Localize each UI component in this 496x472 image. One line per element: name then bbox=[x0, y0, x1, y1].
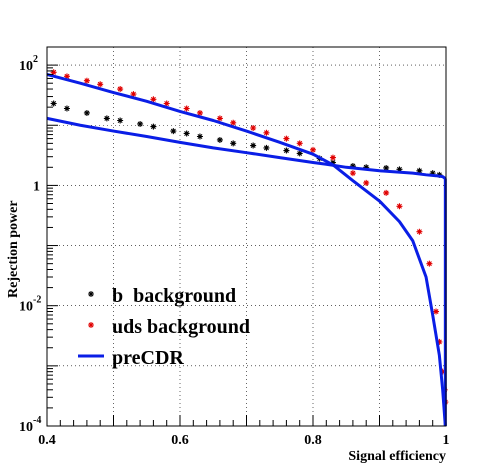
data-point-series-1 bbox=[97, 81, 104, 88]
y-tick-label: 10 bbox=[19, 59, 33, 74]
y-axis-title: Rejection power bbox=[6, 200, 21, 298]
data-point-series-1 bbox=[383, 189, 390, 196]
data-point-series-1 bbox=[63, 73, 70, 80]
y-tick-label-exponent: -4 bbox=[33, 415, 41, 426]
y-tick-label: 10 bbox=[19, 300, 33, 315]
x-tick-label: 0.6 bbox=[171, 433, 189, 448]
legend-label: preCDR bbox=[112, 347, 184, 369]
y-tick-label: 1 bbox=[33, 179, 40, 194]
legend-swatch-marker bbox=[88, 322, 94, 328]
data-point-series-1 bbox=[433, 308, 440, 315]
data-point-series-0 bbox=[170, 128, 177, 135]
data-point-series-1 bbox=[50, 69, 57, 76]
data-point-series-1 bbox=[150, 96, 157, 103]
data-point-series-0 bbox=[296, 150, 303, 157]
data-point-series-0 bbox=[137, 120, 144, 127]
y-tick-label-exponent: 2 bbox=[33, 54, 38, 65]
data-point-series-0 bbox=[183, 130, 190, 137]
data-point-series-0 bbox=[416, 167, 423, 174]
data-point-series-1 bbox=[436, 338, 443, 345]
data-point-series-0 bbox=[216, 136, 223, 143]
data-point-series-1 bbox=[130, 91, 137, 98]
data-point-series-1 bbox=[426, 260, 433, 267]
data-point-series-1 bbox=[230, 119, 237, 126]
data-point-series-0 bbox=[150, 123, 157, 130]
y-tick-label-exponent: -2 bbox=[33, 295, 41, 306]
data-point-series-1 bbox=[183, 105, 190, 112]
series-layer bbox=[46, 69, 449, 427]
data-point-series-1 bbox=[296, 140, 303, 147]
data-point-series-0 bbox=[263, 144, 270, 151]
series-line-2 bbox=[46, 116, 447, 180]
data-point-series-0 bbox=[117, 117, 124, 124]
legend-label: b background bbox=[112, 285, 236, 307]
data-point-series-0 bbox=[103, 115, 110, 122]
data-point-series-1 bbox=[196, 109, 203, 116]
data-point-series-1 bbox=[117, 86, 124, 93]
data-point-series-1 bbox=[310, 146, 316, 153]
data-point-series-0 bbox=[396, 166, 403, 173]
y-tick-label: 10 bbox=[19, 420, 33, 435]
data-point-series-0 bbox=[349, 163, 356, 170]
data-point-series-0 bbox=[63, 105, 70, 112]
data-point-series-0 bbox=[383, 164, 390, 171]
data-point-series-0 bbox=[329, 159, 336, 166]
x-axis-title: Signal efficiency bbox=[348, 449, 446, 464]
legend-label: uds background bbox=[112, 316, 250, 338]
data-point-series-0 bbox=[363, 164, 370, 171]
data-point-series-0 bbox=[283, 147, 290, 154]
data-point-series-1 bbox=[83, 77, 90, 84]
x-tick-label: 0.8 bbox=[304, 433, 322, 448]
series-line-3 bbox=[46, 72, 447, 427]
data-point-series-1 bbox=[216, 115, 223, 122]
data-point-series-0 bbox=[196, 133, 203, 140]
x-tick-label: 0.4 bbox=[38, 433, 56, 448]
data-point-series-1 bbox=[163, 100, 170, 107]
data-point-series-1 bbox=[349, 170, 356, 177]
data-point-series-1 bbox=[283, 135, 290, 142]
x-tick-label: 1 bbox=[443, 433, 450, 448]
data-point-series-0 bbox=[250, 142, 257, 149]
data-point-series-0 bbox=[230, 140, 237, 147]
data-point-series-0 bbox=[50, 100, 57, 107]
data-point-series-1 bbox=[250, 125, 257, 132]
legend: b background uds background preCDR bbox=[78, 285, 250, 369]
data-point-series-1 bbox=[439, 368, 446, 375]
data-point-series-0 bbox=[83, 109, 90, 116]
data-point-series-1 bbox=[329, 154, 336, 161]
grid-lines bbox=[47, 47, 446, 426]
data-point-series-1 bbox=[396, 203, 403, 210]
legend-swatch-marker bbox=[88, 291, 94, 297]
data-point-series-1 bbox=[416, 228, 423, 235]
data-point-series-1 bbox=[363, 179, 370, 186]
data-point-series-1 bbox=[263, 129, 270, 136]
data-point-series-0 bbox=[429, 170, 436, 177]
